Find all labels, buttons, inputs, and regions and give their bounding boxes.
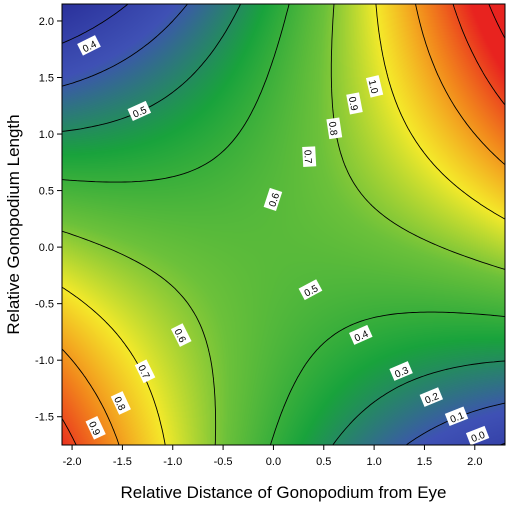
contour-label: 0.8 <box>110 391 131 415</box>
x-tick-label: -0.5 <box>214 456 233 468</box>
contour-line-0.8 <box>61 3 506 446</box>
contour-label-box <box>302 146 317 168</box>
contour-line-0.9 <box>61 3 506 446</box>
contour-label-box <box>170 323 192 347</box>
y-tick-label: -0.5 <box>35 299 54 311</box>
contour-label-box <box>389 361 413 381</box>
x-tick-label: -2.0 <box>63 456 82 468</box>
contour-label: 0.8 <box>326 117 343 140</box>
x-axis-title: Relative Distance of Gonopodium from Eye <box>121 483 447 502</box>
contour-label-box <box>326 117 343 140</box>
y-tick-label: -1.0 <box>35 355 54 367</box>
contour-label-text: 0.8 <box>326 121 339 137</box>
contour-label-text: 0.4 <box>353 329 371 345</box>
x-tick-label: 2.0 <box>467 456 482 468</box>
contour-label-box <box>346 92 363 115</box>
contour-label-text: 0.5 <box>132 105 150 121</box>
y-tick-label: 0.5 <box>39 186 54 198</box>
contour-label: 1.0 <box>365 75 384 98</box>
y-axis-title: Relative Gonopodium Length <box>4 114 23 334</box>
x-tick-label: 0.0 <box>266 456 281 468</box>
contour-label-box <box>110 391 131 415</box>
x-tick-label: -1.0 <box>163 456 182 468</box>
x-tick-label: 1.0 <box>366 456 381 468</box>
contour-line-0.7 <box>61 3 506 446</box>
contour-label: 0.2 <box>419 387 444 407</box>
contour-label: 0.0 <box>465 425 490 446</box>
contour-label-box <box>298 279 323 301</box>
contour-label-box <box>263 187 283 211</box>
x-tick-label: -1.5 <box>113 456 132 468</box>
contour-label: 0.9 <box>346 92 363 115</box>
x-axis: -2.0 -1.5 -1.0 -0.5 0.0 0.5 1.0 1.5 2.0 <box>63 445 482 468</box>
contour-label-box <box>465 425 490 446</box>
contour-lines <box>61 3 506 446</box>
contour-label: 0.1 <box>444 406 469 426</box>
contour-label-box <box>134 359 156 384</box>
contour-label-box <box>127 100 152 121</box>
y-tick-label: 2.0 <box>39 16 54 28</box>
contour-label-box <box>77 35 101 56</box>
contour-label: 0.6 <box>263 187 283 211</box>
y-tick-label: 1.5 <box>39 73 54 85</box>
contour-label: 0.5 <box>127 100 152 121</box>
heatmap-surface <box>62 4 505 445</box>
contour-line-0.4 <box>61 3 506 446</box>
contour-label-box <box>85 415 106 440</box>
y-tick-label: -1.5 <box>35 412 54 424</box>
contour-labels: 1.00.90.80.70.60.50.40.50.40.30.20.10.00… <box>77 35 490 446</box>
x-tick-label: 1.5 <box>417 456 432 468</box>
contour-line-1.0 <box>488 3 506 39</box>
contour-label-box <box>444 406 469 426</box>
contour-label-box <box>349 324 373 345</box>
contour-label-text: 0.3 <box>393 365 410 381</box>
contour-label-text: 0.9 <box>346 96 359 112</box>
contour-line-0.5 <box>61 3 506 446</box>
x-tick-label: 0.5 <box>316 456 331 468</box>
plot-border <box>61 3 506 446</box>
contour-label-text: 0.7 <box>301 150 313 165</box>
contour-label-text: 0.1 <box>449 410 466 425</box>
contour-label: 0.3 <box>389 361 413 381</box>
contour-label-text: 0.2 <box>424 391 441 407</box>
contour-label: 0.4 <box>349 324 373 345</box>
contour-label-text: 0.0 <box>470 430 487 445</box>
contour-label-text: 1.0 <box>366 79 380 95</box>
contour-label-box <box>419 387 444 407</box>
contour-label-box <box>365 75 384 98</box>
y-tick-label: 0.0 <box>39 242 54 254</box>
contour-label: 0.7 <box>301 146 317 168</box>
heatmap-image <box>62 4 505 445</box>
contour-line-0.6 <box>61 3 506 446</box>
y-tick-label: 1.0 <box>39 129 54 141</box>
y-axis: -1.5 -1.0 -0.5 0.0 0.5 1.0 1.5 2.0 <box>35 16 62 424</box>
contour-label-text: 0.8 <box>111 395 127 413</box>
contour-label-text: 0.6 <box>267 191 282 208</box>
